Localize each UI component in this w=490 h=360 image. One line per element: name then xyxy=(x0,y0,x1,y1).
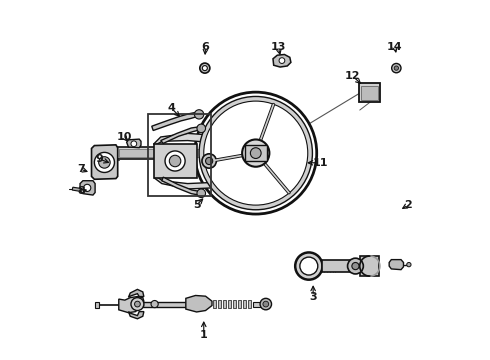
Text: 5: 5 xyxy=(193,200,200,210)
Bar xyxy=(116,147,223,159)
Circle shape xyxy=(347,258,364,274)
Circle shape xyxy=(407,262,411,267)
Circle shape xyxy=(242,139,270,167)
Text: 11: 11 xyxy=(313,158,328,168)
Polygon shape xyxy=(186,296,212,312)
Text: 12: 12 xyxy=(345,71,360,81)
Polygon shape xyxy=(128,312,144,319)
Text: 1: 1 xyxy=(200,330,208,340)
Bar xyxy=(143,302,186,307)
Circle shape xyxy=(352,262,359,270)
Text: 13: 13 xyxy=(270,42,286,52)
Polygon shape xyxy=(153,134,220,145)
Text: 10: 10 xyxy=(117,132,132,142)
Bar xyxy=(223,300,226,308)
Circle shape xyxy=(197,189,205,198)
Bar xyxy=(238,300,242,308)
Polygon shape xyxy=(152,113,198,131)
Circle shape xyxy=(195,110,204,119)
Circle shape xyxy=(295,252,322,280)
Polygon shape xyxy=(162,177,200,195)
Polygon shape xyxy=(155,176,220,189)
Circle shape xyxy=(205,157,213,165)
Circle shape xyxy=(131,141,137,147)
Circle shape xyxy=(170,155,181,167)
Bar xyxy=(243,300,246,308)
Circle shape xyxy=(197,124,205,133)
Circle shape xyxy=(165,151,185,171)
Bar xyxy=(218,300,221,308)
Circle shape xyxy=(195,92,317,214)
Polygon shape xyxy=(128,289,144,297)
Circle shape xyxy=(250,148,261,158)
Text: 14: 14 xyxy=(387,42,403,52)
Text: 2: 2 xyxy=(404,200,412,210)
Bar xyxy=(245,145,267,161)
Circle shape xyxy=(199,96,313,210)
Circle shape xyxy=(98,157,110,168)
Circle shape xyxy=(263,301,269,307)
Circle shape xyxy=(131,298,144,311)
Polygon shape xyxy=(119,297,144,313)
Circle shape xyxy=(204,101,308,205)
Polygon shape xyxy=(273,54,291,67)
Bar xyxy=(95,302,99,308)
Circle shape xyxy=(394,66,398,70)
Bar xyxy=(153,144,196,178)
Bar xyxy=(360,256,379,276)
Polygon shape xyxy=(161,127,200,143)
Polygon shape xyxy=(389,260,403,270)
Polygon shape xyxy=(126,139,141,148)
Text: 7: 7 xyxy=(77,164,85,174)
Text: 6: 6 xyxy=(201,42,210,52)
Text: 8: 8 xyxy=(77,186,85,197)
Circle shape xyxy=(300,257,318,275)
Bar xyxy=(148,114,211,196)
Circle shape xyxy=(151,301,158,308)
Text: 3: 3 xyxy=(309,292,317,302)
Circle shape xyxy=(202,66,207,71)
Circle shape xyxy=(279,58,285,63)
Polygon shape xyxy=(92,145,118,179)
Bar xyxy=(253,302,266,307)
Circle shape xyxy=(84,184,91,192)
Polygon shape xyxy=(80,181,95,195)
Circle shape xyxy=(95,152,115,172)
Bar xyxy=(228,300,231,308)
Bar xyxy=(248,300,251,308)
Bar xyxy=(322,260,356,272)
Text: 4: 4 xyxy=(168,103,175,113)
Circle shape xyxy=(392,63,401,73)
Circle shape xyxy=(202,154,216,168)
Polygon shape xyxy=(72,187,82,192)
Bar xyxy=(361,86,378,100)
Circle shape xyxy=(200,63,210,73)
Bar xyxy=(233,300,236,308)
Circle shape xyxy=(135,301,140,307)
Bar xyxy=(359,83,380,102)
Circle shape xyxy=(260,298,271,310)
Bar xyxy=(213,300,216,308)
Bar xyxy=(120,149,220,157)
Text: 9: 9 xyxy=(96,154,104,164)
